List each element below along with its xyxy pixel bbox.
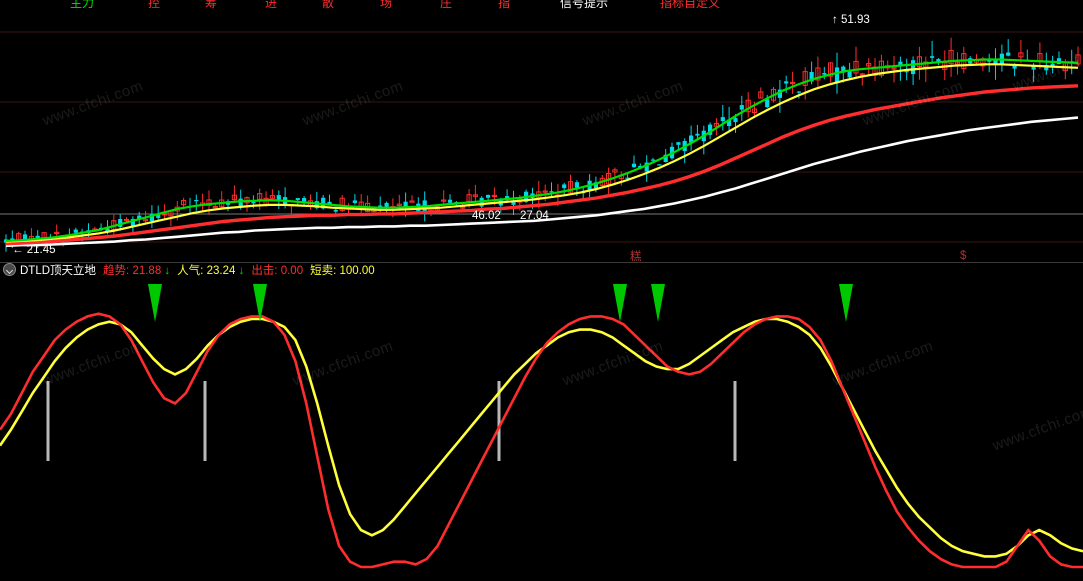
price-gridlines bbox=[0, 31, 1083, 243]
price-high-label: ↑ 51.93 bbox=[832, 14, 870, 26]
sell-arrow-2 bbox=[613, 284, 627, 322]
menu-item-2[interactable]: 筹 bbox=[205, 0, 218, 10]
indicator-attack-label: 出击: bbox=[251, 264, 278, 277]
sell-arrow-3 bbox=[651, 284, 665, 322]
indicator-red-line bbox=[0, 312, 1083, 569]
sell-arrow-0 bbox=[148, 284, 162, 322]
indicator-chart-pane[interactable] bbox=[0, 276, 1083, 581]
sell-arrow-1 bbox=[253, 284, 267, 322]
menu-item-0[interactable]: 主力 bbox=[70, 0, 95, 10]
ma-red-line bbox=[5, 84, 1079, 246]
price-low-label: ← 21.45 bbox=[12, 244, 55, 256]
menu-item-6[interactable]: 庄 bbox=[440, 0, 453, 10]
indicator-trend-arrow: ↓ bbox=[164, 264, 171, 277]
price-high-marker: ↑ bbox=[832, 14, 838, 26]
indicator-shortsell-label: 短卖: bbox=[310, 264, 337, 277]
price-chart-svg bbox=[0, 31, 1083, 252]
indicator-name[interactable]: DTLD顶天立地 bbox=[20, 264, 97, 277]
menu-item-7[interactable]: 指 bbox=[498, 0, 511, 10]
indicator-attack-value: 0.00 bbox=[280, 264, 304, 277]
indicator-chart-svg bbox=[0, 284, 1083, 569]
sell-signal-arrows bbox=[148, 284, 853, 322]
price-annotation-dollar: $ bbox=[960, 250, 967, 262]
indicator-trend-value: 21.88 bbox=[132, 264, 162, 277]
top-menu-strip[interactable]: 主力 控 筹 进 散 场 庄 指 信号提示 指标自定义 bbox=[0, 0, 1083, 10]
menu-item-3[interactable]: 进 bbox=[265, 0, 278, 10]
indicator-shortsell: 短卖: 100.00 bbox=[310, 262, 375, 278]
menu-item-4[interactable]: 散 bbox=[322, 0, 335, 10]
price-high-value: 51.93 bbox=[840, 14, 870, 26]
collapse-icon[interactable] bbox=[3, 263, 16, 276]
menu-item-1[interactable]: 控 bbox=[148, 0, 161, 10]
indicator-attack: 出击: 0.00 bbox=[251, 262, 303, 278]
menu-item-9[interactable]: 指标自定义 bbox=[660, 0, 721, 10]
indicator-popularity: 人气: 23.24 ↓ bbox=[177, 262, 244, 278]
menu-item-5[interactable]: 场 bbox=[380, 0, 393, 10]
indicator-shortsell-value: 100.00 bbox=[339, 264, 375, 277]
signal-vertical-lines bbox=[46, 381, 737, 461]
price-low-value: 21.45 bbox=[26, 244, 56, 256]
price-mid-label-a: 46.02 bbox=[472, 210, 501, 222]
sell-arrow-4 bbox=[839, 284, 853, 322]
price-chart-pane[interactable]: ↑ 51.93 ← 21.45 46.02 27.04 糕 $ bbox=[0, 10, 1083, 263]
menu-item-8[interactable]: 信号提示 bbox=[560, 0, 609, 10]
price-annotation-cake: 糕 bbox=[630, 251, 642, 263]
indicator-popularity-value: 23.24 bbox=[206, 264, 236, 277]
indicator-popularity-arrow: ↓ bbox=[238, 264, 245, 277]
indicator-popularity-label: 人气: bbox=[177, 264, 204, 277]
indicator-yellow-line bbox=[0, 317, 1083, 558]
indicator-info-bar[interactable]: DTLD顶天立地 趋势: 21.88 ↓ 人气: 23.24 ↓ 出击: 0.0… bbox=[0, 262, 1083, 278]
ma-yellow-line bbox=[5, 63, 1079, 243]
indicator-trend: 趋势: 21.88 ↓ bbox=[103, 262, 170, 278]
price-mid-label-b: 27.04 bbox=[520, 210, 549, 222]
price-low-marker: ← bbox=[12, 244, 24, 256]
ma-green-line bbox=[5, 58, 1079, 242]
ma-white-line bbox=[5, 116, 1079, 248]
indicator-trend-label: 趋势: bbox=[103, 264, 130, 277]
